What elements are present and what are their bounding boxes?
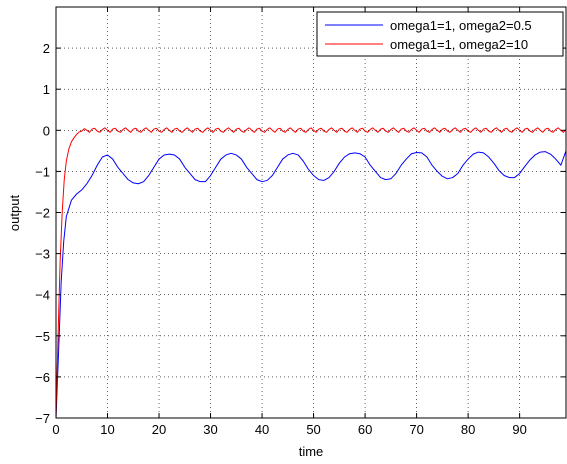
y-tick-label: −3: [35, 247, 50, 262]
x-tick-label: 70: [409, 422, 423, 437]
legend-label-series-2: omega1=1, omega2=10: [390, 37, 528, 52]
y-tick-label: −4: [35, 288, 50, 303]
x-tick-label: 50: [306, 422, 320, 437]
series-layer: [55, 127, 567, 419]
y-tick-label: 1: [43, 82, 50, 97]
y-tick-label: 2: [43, 41, 50, 56]
legend-label-series-1: omega1=1, omega2=0.5: [390, 18, 532, 33]
legend-box: [316, 11, 564, 57]
series-line-1: [55, 150, 567, 419]
x-tick-label: 80: [461, 422, 475, 437]
legend: omega1=1, omega2=0.5 omega1=1, omega2=10: [316, 11, 564, 57]
x-tick-label: 30: [203, 422, 217, 437]
y-tick-label: −7: [35, 411, 50, 426]
x-tick-label: 40: [255, 422, 269, 437]
x-tick-label: 20: [152, 422, 166, 437]
grid-lines: [56, 7, 566, 418]
y-tick-label: 0: [43, 123, 50, 138]
x-axis-label: time: [299, 444, 324, 459]
series-line-2: [55, 127, 567, 419]
y-tick-label: −5: [35, 329, 50, 344]
y-axis-label: output: [7, 195, 22, 232]
x-tick-label: 10: [100, 422, 114, 437]
x-tick-label: 60: [358, 422, 372, 437]
x-tick-label: 90: [512, 422, 526, 437]
y-tick-label: −1: [35, 164, 50, 179]
axis-ticks: 0 10 20 30 40 50 60 70 80 90 −7 −6 −5 −4 −3 −2 −1 0 1 2: [35, 7, 566, 437]
x-tick-label: 0: [52, 422, 59, 437]
y-tick-label: −6: [35, 370, 50, 385]
y-tick-label: −2: [35, 206, 50, 221]
